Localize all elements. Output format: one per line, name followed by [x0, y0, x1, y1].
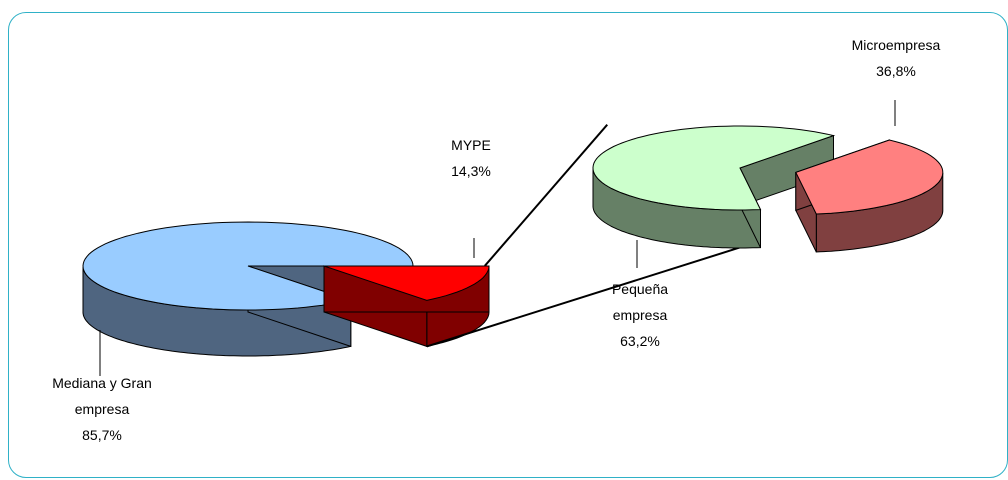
- slice-mype-top: [323, 265, 490, 301]
- slice-mediana-y-gran-empresa: [82, 221, 414, 357]
- pie-labels: Mediana y Gran empresa 85,7% MYPE 14,3% Micro…: [52, 37, 940, 443]
- label-mype-value: 14,3%: [451, 163, 491, 179]
- slice-mediana-y-gran-empresa-top: [82, 221, 414, 311]
- slice-mype: [323, 265, 490, 348]
- breakdown-pie: [592, 125, 944, 253]
- label-microempresa-value: 36,8%: [876, 63, 916, 79]
- label-pequena-empresa-value: 63,2%: [620, 333, 660, 349]
- slice-pequena-empresa-top: [592, 125, 836, 211]
- connector-line-top: [484, 124, 608, 267]
- label-mediana-y-gran-empresa-value: 85,7%: [82, 427, 122, 443]
- slice-microempresa-top: [795, 139, 944, 215]
- connector-line-bottom: [426, 246, 740, 348]
- label-pequena-empresa-name-line-1: empresa: [613, 307, 668, 323]
- label-microempresa-name-line-0: Microempresa: [852, 37, 941, 53]
- label-mype-name-line-0: MYPE: [451, 137, 491, 153]
- label-mediana-y-gran-empresa-name-line-1: empresa: [75, 401, 130, 417]
- slice-microempresa: [795, 139, 944, 253]
- label-pequena-empresa-name-line-0: Pequeña: [612, 281, 668, 297]
- slice-pequena-empresa: [592, 125, 836, 249]
- label-pequena-empresa: Pequeña empresa 63,2%: [612, 240, 668, 349]
- label-microempresa: Microempresa 36,8%: [852, 37, 941, 126]
- label-mype: MYPE 14,3%: [451, 137, 491, 258]
- main-pie: [82, 221, 490, 357]
- label-mediana-y-gran-empresa-name-line-0: Mediana y Gran: [52, 375, 152, 391]
- pie-connector-lines: [426, 124, 740, 348]
- label-mediana-y-gran-empresa: Mediana y Gran empresa 85,7%: [52, 330, 152, 443]
